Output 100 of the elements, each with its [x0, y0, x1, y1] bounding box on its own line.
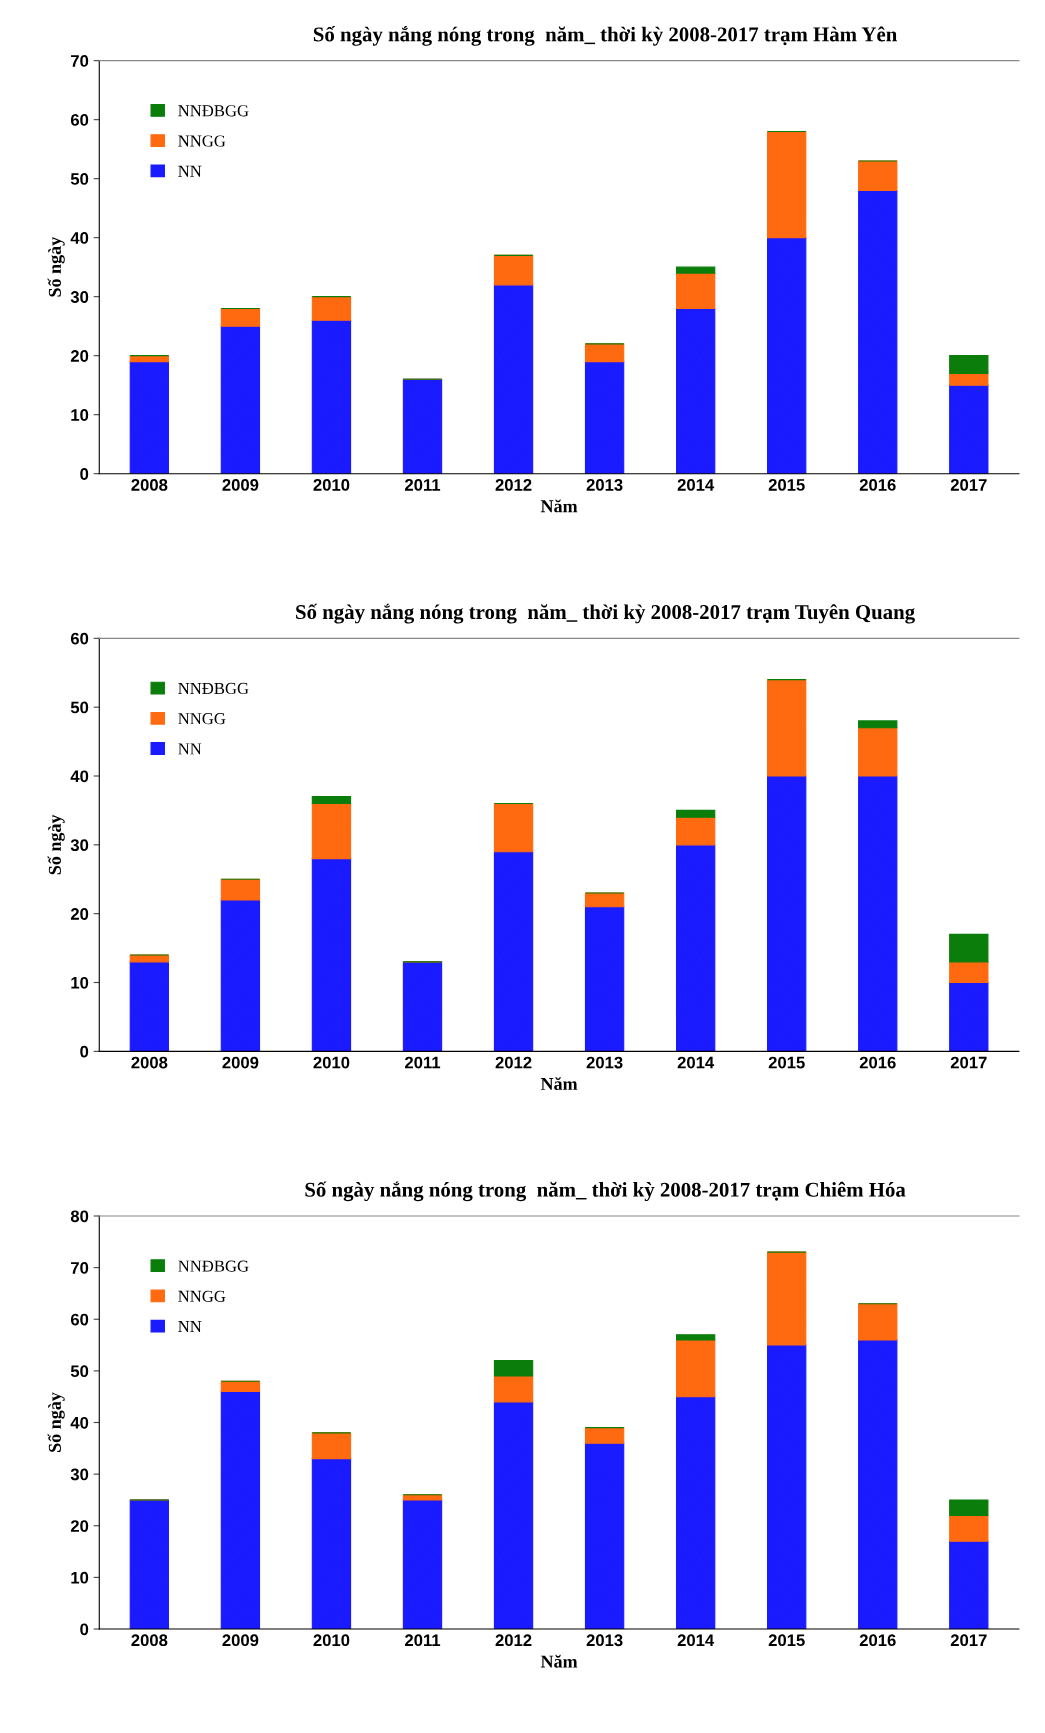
- bar: [675, 809, 716, 818]
- x-tick-label: 2017: [950, 478, 987, 491]
- x-tick-label: 2015: [768, 1634, 805, 1647]
- legend-label: NN: [178, 165, 202, 177]
- bar: [767, 130, 807, 239]
- x-tick-label: 2008: [131, 478, 168, 491]
- bar: [858, 1339, 898, 1630]
- bar: [311, 1432, 352, 1460]
- bar: [493, 1401, 534, 1630]
- bar: [311, 796, 352, 805]
- x-tick-label: 2016: [859, 1634, 896, 1647]
- bar: [493, 802, 534, 853]
- y-tick-label: 60: [70, 632, 89, 645]
- y-tick-label: 50: [70, 701, 89, 714]
- bar: [311, 802, 352, 860]
- x-tick-label: 2011: [405, 1056, 441, 1069]
- x-tick-label: 2017: [950, 1634, 987, 1647]
- bar: [949, 355, 989, 374]
- bar: [493, 284, 534, 474]
- y-tick-label: 50: [70, 1365, 89, 1378]
- legend-label: NNĐBGG: [178, 682, 249, 695]
- legend-label: NNGG: [178, 713, 226, 725]
- bar: [949, 1540, 989, 1630]
- x-tick-label: 2010: [313, 1056, 350, 1069]
- x-tick-label: 2011: [405, 478, 441, 491]
- bar: [584, 1442, 625, 1630]
- y-tick-label: 70: [71, 55, 89, 67]
- legend-label: NN: [178, 743, 202, 755]
- bar: [220, 307, 261, 327]
- x-tick-label: 2008: [131, 1056, 168, 1069]
- bar: [949, 1499, 989, 1516]
- x-tick-label: 2014: [677, 1634, 715, 1647]
- bar: [584, 1427, 625, 1444]
- x-tick-label: 2010: [313, 1634, 350, 1647]
- bar: [584, 343, 625, 363]
- x-tick-label: 2017: [950, 1056, 987, 1069]
- bar: [858, 727, 898, 777]
- bar: [767, 237, 807, 474]
- bar: [858, 189, 898, 474]
- y-axis-title: Số ngày: [47, 1392, 65, 1452]
- bar: [949, 933, 989, 963]
- bar: [675, 1339, 716, 1398]
- y-tick-label: 30: [70, 1468, 89, 1481]
- y-tick-label: 0: [80, 1045, 89, 1058]
- y-tick-label: 60: [70, 1313, 89, 1326]
- bar: [858, 160, 898, 192]
- bar: [311, 1458, 352, 1630]
- legend-label: NNGG: [178, 135, 226, 147]
- bar: [493, 254, 534, 286]
- bar: [949, 961, 989, 984]
- x-tick-label: 2009: [222, 1634, 259, 1647]
- y-axis-title: Số ngày: [47, 814, 65, 875]
- bar: [675, 816, 716, 846]
- x-tick-label: 2015: [768, 478, 805, 491]
- y-axis-title: Số ngày: [47, 236, 65, 297]
- y-tick-label: 10: [71, 976, 89, 989]
- x-tick-label: 2014: [677, 478, 715, 491]
- bar: [767, 775, 807, 1052]
- y-tick-label: 30: [70, 839, 89, 852]
- y-tick-label: 10: [71, 409, 89, 421]
- bar: [402, 378, 443, 474]
- bar: [584, 892, 625, 908]
- bar: [675, 1334, 716, 1341]
- bar: [675, 307, 716, 474]
- bar: [402, 961, 443, 1052]
- bar: [675, 1396, 716, 1630]
- bar: [402, 1494, 443, 1501]
- bar: [220, 325, 261, 474]
- bar: [311, 858, 352, 1052]
- x-tick-label: 2012: [495, 478, 532, 491]
- x-tick-label: 2011: [405, 1634, 441, 1647]
- bar: [220, 1390, 261, 1630]
- legend-label: NNĐBGG: [178, 105, 249, 117]
- x-axis-title: Năm: [540, 1654, 578, 1668]
- x-tick-label: 2012: [495, 1634, 532, 1647]
- y-tick-label: 20: [70, 350, 89, 362]
- x-tick-label: 2010: [313, 478, 350, 491]
- x-tick-label: 2013: [586, 1634, 623, 1647]
- x-axis-title: Năm: [540, 499, 578, 513]
- y-tick-label: 20: [70, 1520, 89, 1532]
- legend-label: NNGG: [178, 1290, 226, 1302]
- bar: [949, 384, 989, 474]
- y-tick-label: 40: [70, 1416, 89, 1429]
- y-tick-label: 80: [70, 1210, 89, 1223]
- y-tick-label: 10: [71, 1571, 89, 1584]
- legend-label: NNĐBGG: [178, 1260, 249, 1272]
- bar: [311, 319, 352, 474]
- y-tick-label: 20: [70, 908, 89, 920]
- bar: [949, 372, 989, 386]
- x-tick-label: 2014: [677, 1056, 715, 1069]
- x-tick-label: 2012: [495, 1056, 532, 1069]
- x-tick-label: 2009: [222, 478, 259, 491]
- chart-title: Số ngày nắng nóng trong năm_ thời kỳ 2008-2017 trạm Tuyên Quang: [296, 603, 915, 624]
- x-tick-label: 2009: [222, 1056, 259, 1069]
- bar: [767, 1251, 807, 1346]
- bar: [402, 1499, 443, 1630]
- bar: [220, 878, 261, 901]
- bar: [949, 981, 989, 1052]
- y-tick-label: 0: [80, 1623, 89, 1636]
- bar: [493, 1375, 534, 1403]
